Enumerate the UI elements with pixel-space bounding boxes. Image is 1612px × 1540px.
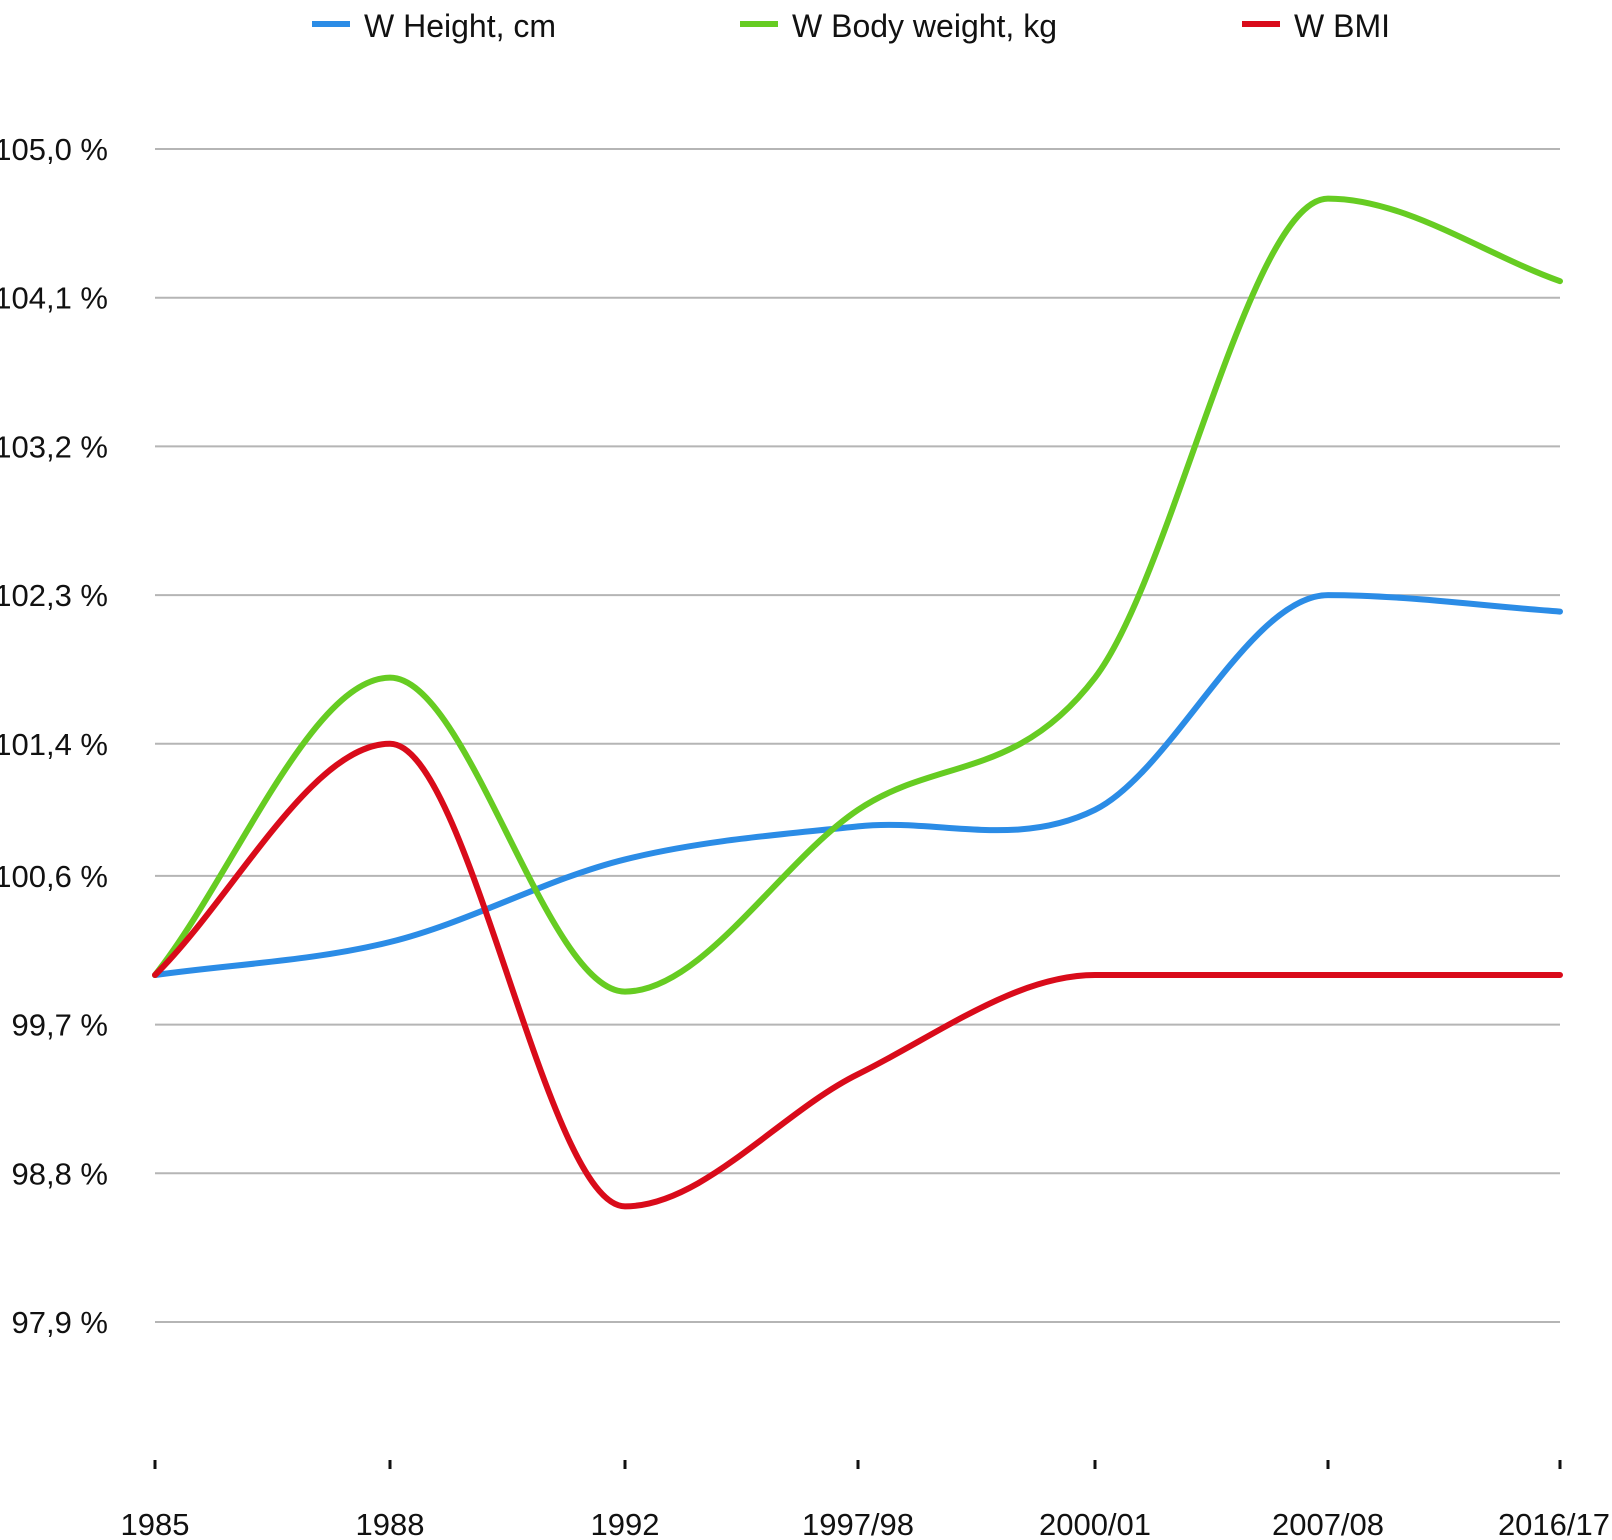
series-line-w-body-weight-kg xyxy=(152,195,1563,995)
y-tick-label: 105,0 % xyxy=(0,132,108,167)
series-line-w-bmi xyxy=(152,740,1563,1210)
x-tick-label: 1988 xyxy=(356,1507,425,1540)
legend-item-w-height-cm: W Height, cm xyxy=(312,8,556,44)
y-tick-label: 103,2 % xyxy=(0,429,108,464)
legend-label: W Body weight, kg xyxy=(792,8,1057,44)
y-tick-label: 98,8 % xyxy=(11,1156,108,1191)
legend-item-w-bmi: W BMI xyxy=(1242,8,1390,44)
x-tick-label: 1985 xyxy=(121,1507,190,1540)
x-tick-label: 1997/98 xyxy=(802,1507,914,1540)
y-gridlines xyxy=(155,148,1560,1323)
legend-label: W Height, cm xyxy=(364,8,556,44)
x-tick-label: 2000/01 xyxy=(1039,1507,1151,1540)
y-tick-label: 104,1 % xyxy=(0,281,108,316)
x-axis: 1985 1988 1992 1997/98 2000/01 2007/08 2016/17 xyxy=(121,1460,1610,1540)
y-tick-label: 99,7 % xyxy=(11,1008,108,1043)
series-line-w-height-cm xyxy=(152,592,1563,979)
legend-item-w-body-weight-kg: W Body weight, kg xyxy=(740,8,1057,44)
y-tick-label: 100,6 % xyxy=(0,859,108,894)
series-lines xyxy=(152,195,1563,1210)
y-tick-label: 97,9 % xyxy=(11,1305,108,1340)
x-tick-label: 1992 xyxy=(591,1507,660,1540)
legend-label: W BMI xyxy=(1294,8,1390,44)
x-tick-label: 2007/08 xyxy=(1272,1507,1384,1540)
y-axis-tick-labels: 97,9 % 98,8 % 99,7 % 100,6 % 101,4 % 102,3 % 1… xyxy=(0,132,108,1340)
legend: W Height, cm W Body weight, kg W BMI xyxy=(312,8,1390,44)
y-tick-label: 102,3 % xyxy=(0,578,108,613)
y-tick-label: 101,4 % xyxy=(0,727,108,762)
x-tick-label: 2016/17 xyxy=(1498,1507,1610,1540)
